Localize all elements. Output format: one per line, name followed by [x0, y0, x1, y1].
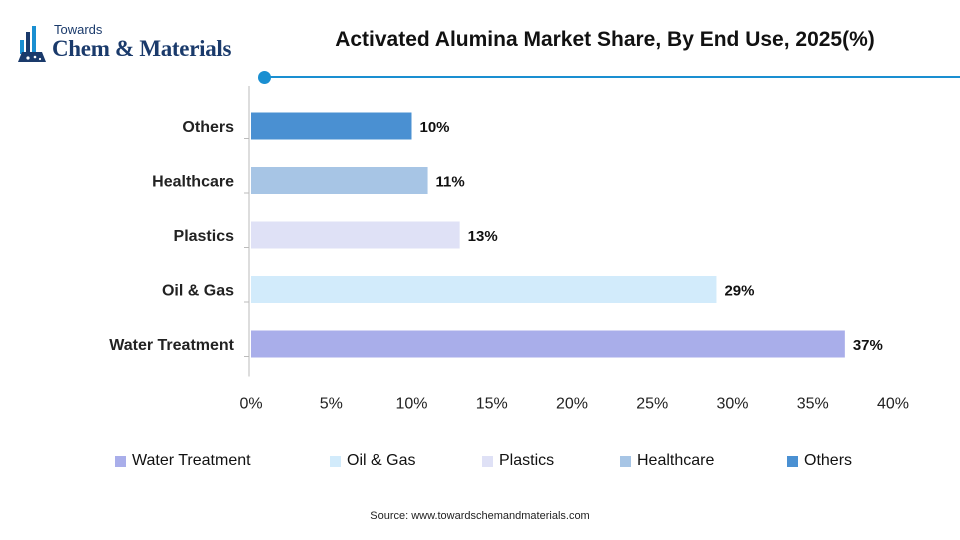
bar-water-treatment: [251, 330, 845, 358]
x-tick-label: 25%: [636, 396, 668, 413]
x-tick-label: 10%: [395, 396, 427, 413]
legend-label: Plastics: [499, 452, 555, 469]
x-tick-label: 0%: [239, 396, 262, 413]
bar-healthcare: [251, 167, 428, 194]
data-label: 13%: [468, 228, 498, 245]
legend-swatch: [115, 455, 126, 467]
legend-label: Water Treatment: [132, 452, 251, 469]
brand-line-1: Towards: [54, 22, 103, 37]
flask-icon: [18, 26, 46, 62]
data-label: 37%: [853, 337, 883, 354]
category-label: Water Treatment: [109, 337, 234, 354]
legend-item: Others: [787, 452, 852, 470]
legend-item: Plastics: [482, 452, 554, 470]
x-tick-label: 40%: [877, 396, 909, 413]
chart-legend: Water Treatment Oil & Gas Plastics Healthca…: [0, 452, 960, 474]
legend-swatch: [787, 455, 798, 467]
data-label: 10%: [420, 119, 450, 136]
legend-swatch: [330, 455, 341, 467]
legend-item: Water Treatment: [115, 452, 251, 470]
category-label: Healthcare: [152, 174, 234, 191]
category-label: Oil & Gas: [162, 283, 234, 300]
legend-item: Oil & Gas: [330, 452, 415, 470]
bar-plastics: [251, 221, 460, 249]
legend-item: Healthcare: [620, 452, 714, 470]
x-tick-label: 30%: [716, 396, 748, 413]
category-label: Others: [182, 119, 234, 136]
brand-logo: Towards Chem & Materials: [16, 20, 256, 68]
source-note: Source: www.towardschemandmaterials.com: [370, 510, 590, 522]
x-tick-label: 15%: [476, 396, 508, 413]
legend-label: Oil & Gas: [347, 452, 416, 469]
legend-swatch: [482, 455, 493, 467]
title-underline: [265, 76, 960, 78]
legend-label: Others: [804, 452, 853, 469]
bar-chart: Others 10% Healthcare 11% Plastics 13% Oil & G…: [109, 86, 909, 413]
category-label: Plastics: [174, 228, 235, 245]
bar-oil-gas: [251, 276, 717, 303]
x-tick-label: 5%: [320, 396, 343, 413]
data-label: 29%: [724, 283, 754, 300]
chart-title: Activated Alumina Market Share, By End U…: [335, 28, 875, 51]
bar-others: [251, 112, 412, 140]
data-label: 11%: [436, 174, 465, 191]
x-tick-label: 20%: [556, 396, 588, 413]
x-tick-label: 35%: [797, 396, 829, 413]
brand-line-2: Chem & Materials: [52, 36, 232, 61]
title-underline-dot: [258, 71, 271, 84]
legend-label: Healthcare: [637, 452, 715, 469]
legend-swatch: [620, 455, 631, 467]
